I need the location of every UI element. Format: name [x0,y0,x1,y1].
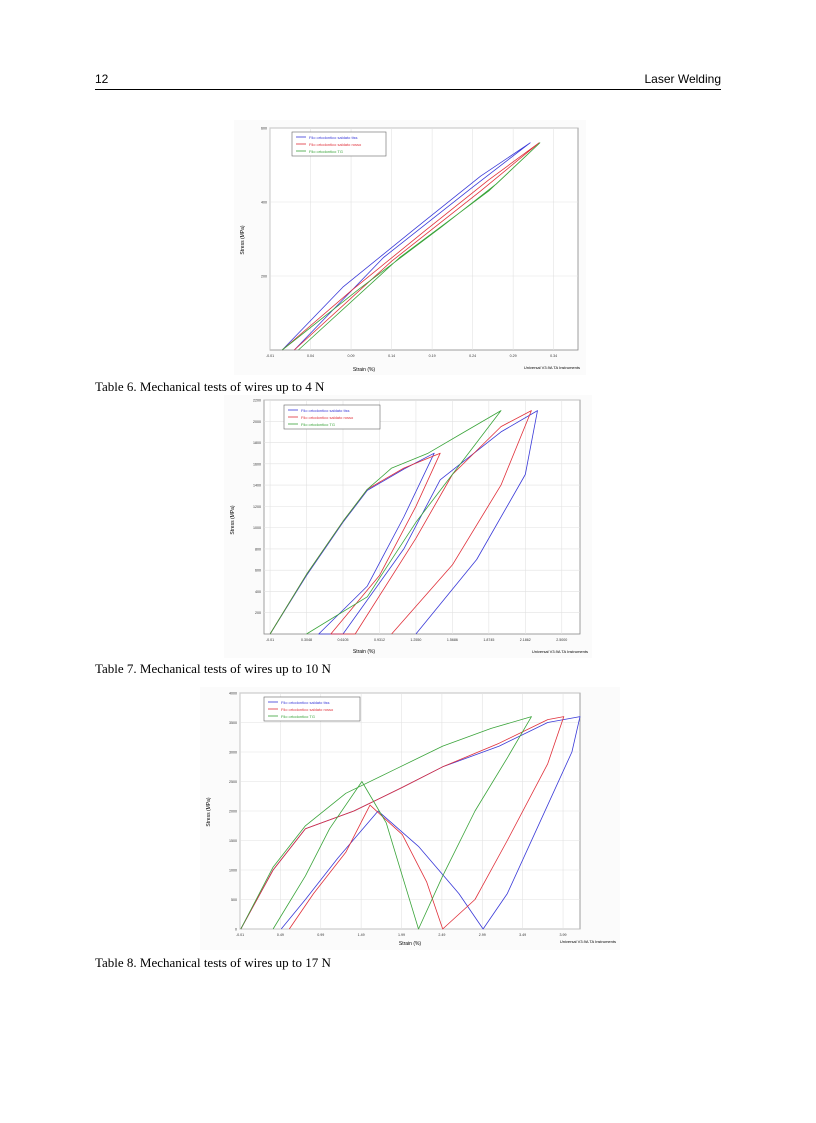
y-tick-label: 3500 [229,721,237,725]
x-tick-label: 0.19 [429,354,436,358]
series-line-2 [240,716,565,930]
y-tick-label: 1500 [229,839,237,843]
y-tick-label: 2500 [229,780,237,784]
legend-entry-3: Filo ortodontico TG [281,714,315,719]
x-axis-label: Strain (%) [399,941,422,947]
series-line-1 [269,410,538,635]
y-tick-label: 600 [255,569,261,573]
caption-table8: Table 8. Mechanical tests of wires up to… [95,955,331,970]
x-tick-label: 1.5686 [447,638,458,642]
y-tick-label: 400 [255,590,261,594]
legend-entry-3: Filo ortodontico TG [301,422,335,427]
y-tick-label: 3000 [229,751,237,755]
series-line-3 [281,142,541,351]
caption-table7: Table 7. Mechanical tests of wires up to… [95,661,331,676]
series-line-3 [240,716,532,930]
y-tick-label: 800 [255,547,261,551]
x-tick-label: -0.01 [236,933,244,937]
y-tick-label: 1400 [253,484,261,488]
y-tick-label: 4000 [229,692,237,696]
x-tick-label: 0.14 [388,354,395,358]
page-header: 12 Laser Welding [95,71,721,90]
y-tick-label: 600 [261,127,267,131]
y-axis-label: Stress (MPa) [240,225,246,255]
x-tick-label: 0.3048 [301,638,312,642]
y-tick-label: 1200 [253,505,261,509]
x-tick-label: 0.04 [307,354,314,358]
legend-entry-2: Filo ortodontico saldato rosso [309,142,362,147]
x-tick-label: 0.09 [348,354,355,358]
legend: Filo ortodontico saldato tiss Filo ortod… [283,404,381,430]
y-tick-label: 1000 [253,526,261,530]
y-tick-label: 2200 [253,399,261,403]
legend-entry-2: Filo ortodontico saldato rosso [301,415,354,420]
watermark: Universal V3.9A TA Instruments [524,365,580,370]
y-tick-label: 2000 [229,810,237,814]
x-tick-label: 3.99 [560,933,567,937]
x-tick-label: 0.24 [469,354,476,358]
x-tick-label: 1.99 [398,933,405,937]
figure-table8-chart: -0.01 0.49 0.99 1.49 1.99 2.49 2.99 3.49 3.99 0 50… [200,687,620,950]
x-tick-label: 0.49 [277,933,284,937]
y-tick-label: 1600 [253,462,261,466]
page-number: 12 [95,72,109,86]
x-tick-label: 2.99 [479,933,486,937]
x-tick-label: -0.01 [266,638,274,642]
x-tick-label: 0.29 [510,354,517,358]
x-tick-label: -0.01 [266,354,274,358]
legend-entry-3: Filo ortodontico TG [309,149,343,154]
legend-entry-1: Filo ortodontico saldato tiss [301,408,349,413]
caption-table6: Table 6. Mechanical tests of wires up to… [95,379,325,394]
y-tick-label: 1000 [229,869,237,873]
legend-entry-1: Filo ortodontico saldato tiss [309,135,357,140]
figure-table6-chart: -0.01 0.04 0.09 0.14 0.19 0.24 0.29 0.34 200 400 6… [234,120,586,375]
x-axis-label: Strain (%) [353,649,376,655]
watermark: Universal V3.9A TA Instruments [532,649,588,654]
y-tick-label: 2000 [253,420,261,424]
series-line-2 [281,142,540,351]
running-title: Laser Welding [644,72,722,86]
legend: Filo ortodontico saldato tiss Filo ortod… [291,131,387,157]
legend-entry-2: Filo ortodontico saldato rosso [281,707,334,712]
x-tick-label: 0.34 [550,354,557,358]
x-tick-label: 0.99 [317,933,324,937]
x-tick-label: 2.49 [438,933,445,937]
y-tick-label: 200 [255,611,261,615]
y-tick-label: 200 [261,275,267,279]
y-tick-label: 0 [235,928,237,932]
y-tick-label: 400 [261,201,267,205]
x-axis-label: Strain (%) [353,367,376,373]
watermark: Universal V3.9A TA Instruments [560,939,616,944]
x-tick-label: 2.1862 [520,638,531,642]
series-line-3 [269,410,502,635]
figure-table7-chart: -0.01 0.3048 0.6105 0.9312 1.2550 1.5686 1.874… [224,395,592,658]
x-tick-label: 0.9312 [374,638,385,642]
x-tick-label: 2.5000 [556,638,567,642]
x-tick-label: 1.49 [358,933,365,937]
x-tick-label: 1.2550 [410,638,421,642]
x-tick-label: 1.8745 [483,638,494,642]
x-tick-label: 0.6105 [338,638,349,642]
y-axis-label: Stress (MPa) [230,505,236,535]
legend: Filo ortodontico saldato tiss Filo ortod… [263,696,361,722]
x-tick-label: 3.49 [519,933,526,937]
y-tick-label: 1800 [253,441,261,445]
y-tick-label: 500 [231,898,237,902]
legend-entry-1: Filo ortodontico saldato tiss [281,700,329,705]
series-line-1 [281,142,531,351]
y-axis-label: Stress (MPa) [206,797,212,827]
